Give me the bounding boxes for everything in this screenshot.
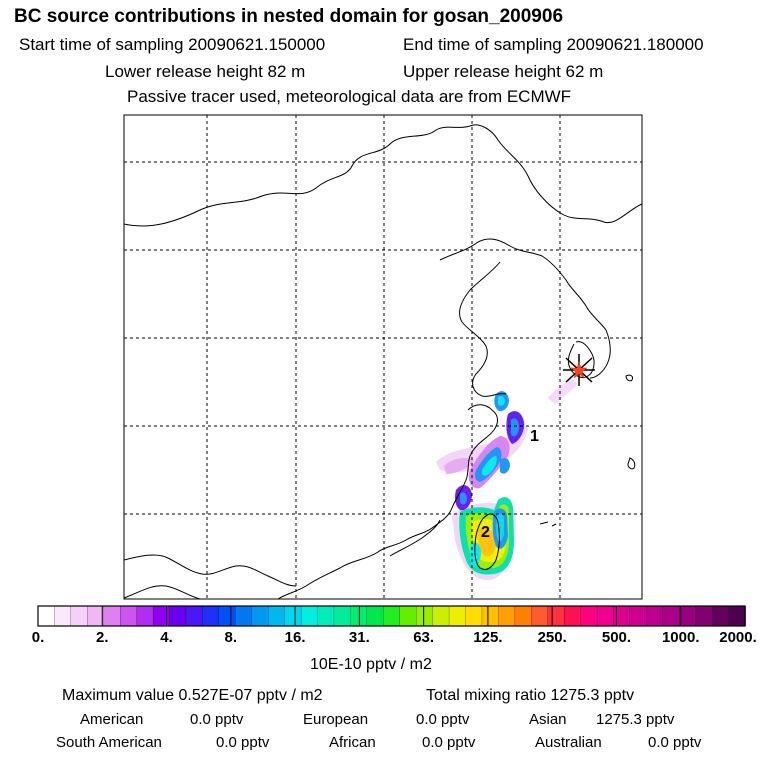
start-time-label: Start time of sampling 20090621.150000 [19,35,326,54]
australian-label: Australian [535,734,602,751]
colorbar-tick-label: 2000. [719,629,757,646]
colorbar-cell [235,605,253,627]
colorbar-cell [399,605,417,627]
colorbar-cell [662,605,680,627]
colorbar-cell [547,605,565,627]
colorbar-cell [37,605,56,627]
colorbar-cell [383,605,401,627]
colorbar-tick-label: 500. [601,629,632,646]
colorbar-cell [103,605,121,627]
colorbar-cell [514,605,532,627]
colorbar-tick-label: 2. [96,629,109,646]
map-background [124,115,642,599]
colorbar-cell [596,605,615,627]
end-time-label: End time of sampling 20090621.180000 [403,35,704,54]
map-frame [123,114,643,600]
african-value: 0.0 pptv [422,734,476,751]
colorbar-cell [218,605,237,627]
colorbar-units-label: 10E-10 pptv / m2 [310,656,432,673]
colorbar-cell [580,605,598,627]
colorbar-cell [465,605,483,627]
colorbar-tick-label: 31. [348,629,370,646]
colorbar-cell [416,605,434,627]
colorbar-cell [70,605,89,627]
colorbar-cell [54,605,72,627]
colorbar-frame [37,605,746,627]
american-label: American [80,711,144,728]
colorbar-cell [448,605,467,627]
colorbar-cell [136,605,154,627]
colorbar-cell [695,605,713,627]
maximum-value-label: Maximum value 0.527E-07 pptv / m2 [62,687,323,704]
marker-1-label: 1 [530,428,539,445]
colorbar-cell [498,605,516,627]
colorbar-cell [629,605,648,627]
colorbar-cell [202,605,220,627]
colorbar-cell [317,605,335,627]
colorbar-cell [679,605,697,627]
lat-lon-grid [124,115,642,599]
plot-title: BC source contributions in nested domain… [14,6,564,27]
colorbar-cell [333,605,352,627]
colorbar-tick-label: 250. [537,629,567,646]
colorbar-tick-label: 8. [224,629,238,646]
total-mixing-ratio-label: Total mixing ratio 1275.3 pptv [426,687,635,704]
european-label: European [303,711,369,728]
colorbar-cell [646,605,664,627]
colorbar-tick-label: 125. [473,629,503,646]
colorbar-cell [251,605,269,627]
asterisk-star-icon [563,354,595,386]
colorbar-cell [728,605,746,627]
colorbar-cell [711,605,730,627]
colorbar-cell [169,605,187,627]
south-american-value: 0.0 pptv [216,734,270,751]
african-label: African [329,734,376,751]
south-american-label: South American [56,734,162,751]
asian-label: Asian [529,711,567,728]
colorbar-cell [564,605,582,627]
upper-release-height-label: Upper release height 62 m [403,62,604,81]
coastlines [124,124,642,599]
colorbar-tick-label: 4. [160,629,173,646]
colorbar-tick-label: 63. [413,629,435,646]
tracer-note-label: Passive tracer used, meteorological data… [127,87,572,106]
colorbar-tick-label: 16. [284,629,306,646]
colorbar-cell [531,605,549,627]
colorbar-cell [300,605,319,627]
colorbar-cell [268,605,286,627]
colorbar-cell [284,605,302,627]
colorbar-tick-label: 0. [31,629,45,646]
lower-release-height-label: Lower release height 82 m [105,62,306,81]
colorbar-cells [37,605,746,627]
marker-2-label: 2 [481,524,490,541]
american-value: 0.0 pptv [190,711,244,728]
european-value: 0.0 pptv [416,711,470,728]
asian-value: 1275.3 pptv [596,711,675,728]
colorbar-cell [366,605,385,627]
australian-value: 0.0 pptv [648,734,702,751]
plume-field [436,378,578,581]
colorbar-tick-label: 1000. [661,629,700,646]
colorbar-cell [185,605,204,627]
colorbar-cell [432,605,450,627]
colorbar-cell [481,605,500,627]
colorbar-cell [152,605,171,627]
colorbar-cell [120,605,138,627]
